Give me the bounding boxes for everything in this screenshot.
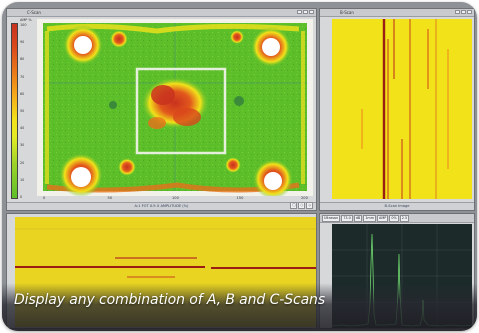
cscan-status-bar: A:1 FOT X-Y: 0 AMPLITUDE (%) [7,202,316,210]
scale-label: 70 [20,74,25,79]
central-pad [109,67,244,155]
cscan-toolbar: □ ○ ◇ [290,202,313,209]
scale-label: 50 [20,109,25,113]
cscan-window-controls [297,10,314,14]
x-tick-label: 0 [43,196,46,200]
bscan-vertical-image[interactable] [332,19,472,199]
ascan-field[interactable]: 0% [389,215,399,222]
cscan-tool-button[interactable]: ◇ [306,202,313,209]
scale-label: 10 [20,177,25,182]
bscan-vertical-title: B-Scan [340,10,354,15]
app-screenshot: C-Scan AMP % 100 90 80 70 60 50 40 30 20 10 0 [2,2,477,331]
hole-indications [59,25,293,196]
cscan-x-axis: 0 50 100 150 200 [43,196,308,201]
ascan-field[interactable]: AMP [377,215,389,222]
scale-label: 90 [20,40,25,45]
close-button[interactable] [309,10,314,14]
x-tick-label: 50 [107,196,113,200]
x-tick-label: 100 [172,196,179,200]
bscan-vertical-traces [361,19,449,199]
ascan-toolbar: Ultrason 73.0 dB 1mm AMP 0% 2.5 [320,214,474,223]
amplitude-color-scale [11,23,18,199]
cscan-status-text: A:1 FOT X-Y: 0 AMPLITUDE (%) [134,204,189,208]
scale-unit-label: AMP % [20,18,32,22]
scale-label: 30 [20,143,25,148]
scale-label: 40 [20,126,25,131]
cscan-titlebar: C-Scan [7,9,316,17]
bscan-vertical-controls [455,10,472,14]
cscan-image[interactable] [37,19,313,196]
bscan-vertical-window: B-Scan B-Scan Image [319,8,475,211]
x-tick-label: 200 [301,196,308,200]
minimize-button[interactable] [297,10,302,14]
ascan-field[interactable]: 73.0 [341,215,353,222]
scale-label: 80 [20,57,25,62]
scale-labels: 100 90 80 70 60 50 40 30 20 10 0 [20,23,30,199]
minimize-button[interactable] [455,10,460,14]
bscan-vertical-status-bar: B-Scan Image [320,202,474,210]
scale-label: 60 [20,91,25,96]
caption-text: Display any combination of A, B and C-Sc… [14,292,326,308]
close-button[interactable] [467,10,472,14]
x-tick-label: 150 [236,196,244,200]
maximize-button[interactable] [461,10,466,14]
ascan-field[interactable]: dB [353,215,363,222]
bscan-vertical-status-text: B-Scan Image [384,204,410,208]
bscan-horizontal-traces [15,228,316,278]
scale-label: 0 [20,195,23,199]
cscan-tool-button[interactable]: ○ [298,202,306,209]
ascan-field[interactable]: 1mm [363,215,377,222]
cscan-title: C-Scan [27,10,41,15]
bscan-vertical-titlebar: B-Scan [320,9,474,17]
ascan-field[interactable]: Ultrason [322,215,341,222]
scale-label: 100 [20,23,27,27]
scale-label: 20 [20,160,25,165]
cscan-window: C-Scan AMP % 100 90 80 70 60 50 40 30 20 10 0 [6,8,317,211]
maximize-button[interactable] [303,10,308,14]
cscan-tool-button[interactable]: □ [290,202,298,209]
ascan-field[interactable]: 2.5 [399,215,410,222]
caption-band [2,283,477,331]
